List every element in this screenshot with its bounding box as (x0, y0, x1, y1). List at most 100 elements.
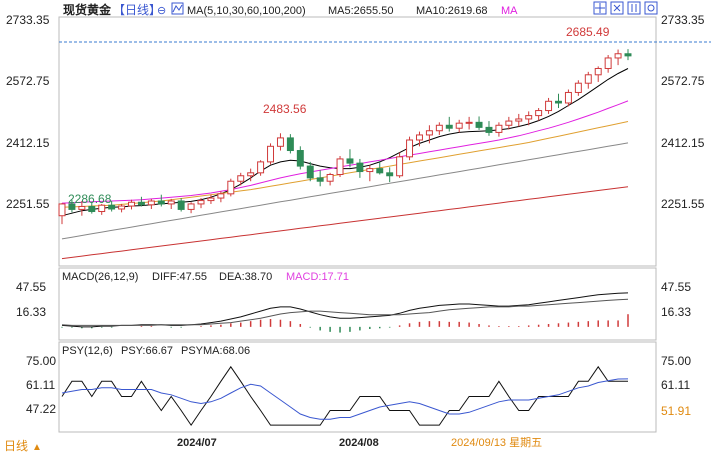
candle-body (406, 139, 414, 158)
zoom-icon[interactable] (610, 1, 624, 15)
candle-body (614, 53, 622, 59)
settings-icon[interactable] (644, 1, 658, 15)
macd-value: MACD:17.71 (286, 271, 349, 283)
candle-body (624, 53, 632, 57)
candle-body (207, 197, 215, 202)
candle-body (515, 118, 523, 122)
period-caret-icon[interactable]: ▲ (32, 442, 42, 453)
macd-tick: 16.33 (661, 305, 691, 319)
candle-body (108, 204, 116, 210)
candle-body (187, 203, 195, 210)
price-tick: 2733.35 (661, 13, 705, 27)
candle-body (525, 115, 533, 120)
candle-body (475, 121, 483, 128)
candle-body (435, 124, 443, 132)
ma-line-ma100 (61, 142, 629, 240)
candle-body (386, 172, 394, 177)
panel-border (58, 16, 657, 267)
psy-plot (61, 365, 629, 426)
ma-line-ma30 (61, 100, 629, 204)
candle-body (137, 201, 145, 206)
crosshair-icon[interactable] (593, 1, 607, 15)
psy-tick: 75.00 (661, 354, 691, 368)
candle-body (247, 172, 255, 177)
macd-diff: DIFF:47.55 (152, 271, 207, 283)
candle-body (118, 205, 126, 210)
candle-body (535, 110, 543, 117)
price-tick: 2412.15 (661, 136, 705, 150)
price-axis-left: 2733.35 2572.75 2412.15 2251.55 (6, 13, 50, 211)
candle-body (68, 203, 76, 210)
candle-body (584, 74, 592, 84)
candle-body (564, 91, 572, 104)
ma-label: MA(5,10,30,60,100,200) (187, 5, 306, 17)
psy-line (61, 365, 628, 426)
price-axis-right: 2733.35 2572.75 2412.15 2251.55 (661, 13, 705, 211)
candle-body (326, 173, 334, 182)
candle-body (465, 121, 473, 124)
macd-tick: 47.55 (16, 280, 46, 294)
macd-plot (61, 292, 629, 333)
macd-dea: DEA:38.70 (219, 271, 272, 283)
candle-body (425, 130, 433, 136)
candle-body (346, 158, 354, 164)
price-tick: 2412.15 (6, 136, 50, 150)
candle-body (147, 200, 155, 206)
candle-body (356, 162, 364, 173)
candle-body (237, 175, 245, 182)
period-switch-button[interactable]: 日线 (4, 439, 28, 453)
candle-body (88, 205, 96, 213)
panel-border (58, 341, 657, 433)
psy-value: PSY:66.67 (121, 345, 173, 357)
ma-more[interactable]: MA (501, 5, 518, 17)
candle-body (157, 200, 165, 205)
candle-body (306, 165, 314, 179)
candle-body (128, 201, 135, 207)
date-label: 2024/08 (339, 437, 379, 449)
period-label[interactable]: 【日线】 (113, 3, 161, 17)
low-annotation: 2286.68 (68, 192, 112, 206)
candle-body (78, 205, 86, 210)
candle-body (455, 122, 463, 129)
candle-body (227, 180, 235, 195)
candle-body (594, 67, 602, 76)
candle-body (376, 168, 384, 174)
date-label: 2024/07 (177, 437, 217, 449)
price-tick: 2572.75 (6, 74, 50, 88)
candle-body (257, 161, 265, 174)
psy-title: PSY(12,6) (62, 345, 113, 357)
panel-border (58, 267, 657, 341)
candle-body (316, 177, 324, 182)
candle-body (296, 150, 304, 167)
candle-body (445, 124, 453, 129)
psy-tick: 75.00 (26, 354, 56, 368)
candle-body (396, 156, 404, 177)
candle-body (177, 200, 185, 210)
candle-body (267, 145, 275, 163)
psy-tick: 47.22 (26, 402, 56, 416)
candle-body (505, 120, 513, 126)
ma-line-ma10 (61, 68, 629, 217)
psy-tick: 61.11 (26, 378, 55, 392)
moving-average-lines (61, 68, 629, 260)
macd-tick: 16.33 (16, 305, 46, 319)
psyma-value: PSYMA:68.06 (181, 345, 250, 357)
candle-body (217, 193, 225, 199)
panel-frames (58, 16, 657, 433)
candle-body (98, 204, 106, 213)
candle-body (197, 200, 205, 205)
candle-body (495, 124, 503, 133)
instrument-name: 现货黄金 (63, 2, 112, 17)
price-tick: 2733.35 (6, 13, 50, 27)
candle-body (276, 137, 284, 147)
high-annotation: 2685.49 (566, 25, 610, 39)
macd-diff-line (61, 292, 629, 328)
candle-body (336, 158, 344, 175)
candle-body (415, 134, 423, 141)
macd-tick: 47.55 (661, 280, 691, 294)
ma-line-ma60 (61, 121, 629, 208)
settings-toggle-icon[interactable]: ⊖ (157, 5, 166, 17)
expand-icon[interactable] (627, 1, 641, 15)
candle-body (366, 168, 374, 173)
